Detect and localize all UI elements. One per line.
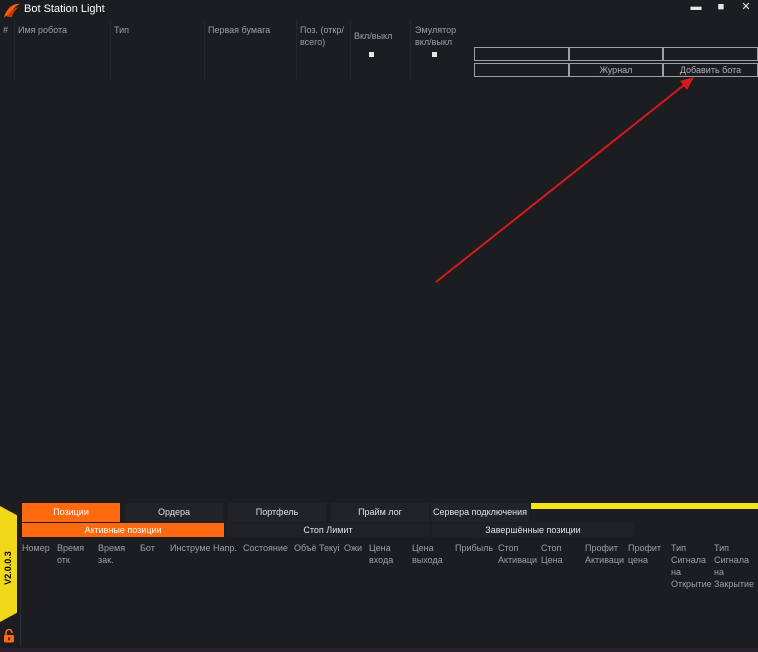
column-header-number[interactable]: # [3, 25, 9, 35]
column-header-type[interactable]: Тип [114, 25, 130, 35]
command-cell-empty [569, 47, 663, 61]
emulator-checkbox[interactable] [432, 52, 437, 57]
tab-orders[interactable]: Ордера [125, 503, 223, 522]
column-header-volume[interactable]: Объё [294, 543, 316, 553]
column-header-entry-price[interactable]: Цена входа [369, 543, 394, 565]
column-header-close-time[interactable]: Время зак. [98, 543, 126, 565]
column-header-open-time[interactable]: Время отк [57, 543, 85, 565]
column-header-direction[interactable]: Напр. [213, 543, 237, 553]
app-logo-icon [4, 3, 20, 17]
column-header-stop-activation[interactable]: Стоп Активаци [498, 543, 538, 565]
subtab-active-positions[interactable]: Активные позиции [22, 523, 224, 537]
command-cell-empty [474, 63, 569, 77]
column-header-signal-open[interactable]: Тип Сигнала на Открытие [671, 543, 712, 589]
app-title: Bot Station Light [24, 3, 105, 15]
column-divider [14, 20, 15, 80]
subtab-closed-positions[interactable]: Завершённые позиции [432, 523, 634, 537]
subtab-stop-limit[interactable]: Стоп Лимит [227, 523, 429, 537]
column-header-positions[interactable]: Поз. (откр/всего) [300, 25, 344, 47]
robots-grid-header: # Имя робота Тип Первая бумага Поз. (отк… [0, 20, 470, 58]
window-bottom-edge [0, 648, 758, 652]
column-header-profit-activation[interactable]: Профит Активаци [585, 543, 625, 565]
tab-positions[interactable]: Позиции [22, 503, 120, 522]
column-header-on-off[interactable]: Вкл/выкл [354, 31, 393, 41]
minimize-button[interactable]: ▬ [690, 1, 702, 13]
column-header-current[interactable]: Текуі [319, 543, 340, 553]
column-header-exit-price[interactable]: Цена выхода [412, 543, 443, 565]
column-header-instrument[interactable]: Инструме [170, 543, 210, 553]
add-bot-button[interactable]: Добавить бота [663, 63, 758, 77]
column-divider [110, 20, 111, 80]
column-header-profit[interactable]: Прибыль [455, 543, 494, 553]
lock-icon[interactable] [3, 628, 15, 643]
column-header-bot[interactable]: Бот [140, 543, 155, 553]
tab-prime-log[interactable]: Прайм лог [331, 503, 429, 522]
column-header-robot-name[interactable]: Имя робота [18, 25, 68, 35]
column-header-first-security[interactable]: Первая бумага [208, 25, 271, 35]
column-header-emulator[interactable]: Эмулятор вкл/выкл [415, 25, 457, 47]
positions-table [20, 538, 758, 646]
close-button[interactable]: ✕ [741, 1, 751, 13]
column-header-signal-close[interactable]: Тип Сигнала на Закрытие [714, 543, 755, 589]
title-bar: Bot Station Light ▬ ■ ✕ [0, 0, 758, 20]
column-header-stop-price[interactable]: Стоп Цена [541, 543, 563, 565]
column-divider [204, 20, 205, 80]
column-divider [410, 20, 411, 80]
tab-portfolio[interactable]: Портфель [228, 503, 326, 522]
version-label: V2.0.0.3 [3, 551, 13, 585]
version-strip [0, 506, 17, 622]
column-header-number[interactable]: Номер [22, 543, 50, 553]
command-cell-empty [663, 47, 758, 61]
column-header-expected[interactable]: Ожи [344, 543, 363, 553]
column-divider [350, 20, 351, 80]
column-divider [296, 20, 297, 80]
on-off-checkbox[interactable] [369, 52, 374, 57]
maximize-button[interactable]: ■ [717, 1, 725, 13]
journal-button[interactable]: Журнал [569, 63, 663, 77]
tab-connection-servers[interactable]: Сервера подключения [431, 503, 529, 522]
command-cell-empty [474, 47, 569, 61]
connection-status-bar [531, 503, 758, 509]
column-header-profit-price[interactable]: Профит цена [628, 543, 662, 565]
column-header-state[interactable]: Состояние [243, 543, 288, 553]
